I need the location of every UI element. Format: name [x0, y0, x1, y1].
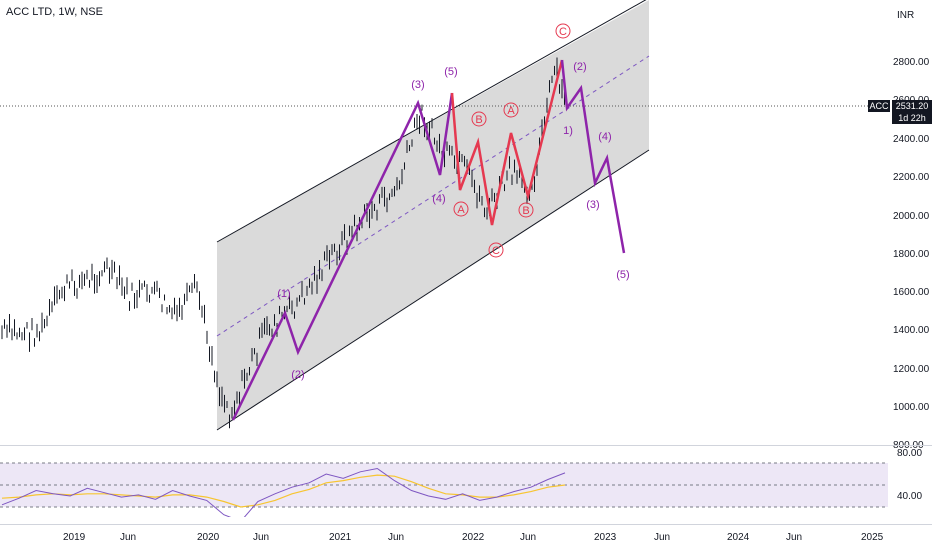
- time-axis-label: 2021: [329, 532, 352, 543]
- time-axis-label: Jun: [654, 532, 671, 543]
- wave-label: (3): [586, 199, 599, 211]
- bar-countdown-badge: 1d 22h: [892, 112, 932, 124]
- price-axis-label: 2000.00: [893, 211, 930, 222]
- time-axis-label: Jun: [520, 532, 537, 543]
- time-axis-label: Jun: [388, 532, 405, 543]
- wave-label: C: [559, 26, 567, 38]
- price-axis-label: 2800.00: [893, 57, 930, 68]
- regression-channel: [217, 0, 649, 430]
- wave-label: (5): [616, 269, 629, 281]
- rsi-axis-label: 40.00: [897, 491, 923, 502]
- wave-label: (5): [444, 66, 457, 78]
- wave-label: C: [492, 245, 500, 257]
- price-axis-label: 2400.00: [893, 134, 930, 145]
- price-axis-label: 2200.00: [893, 172, 930, 183]
- wave-label: (2): [291, 369, 304, 381]
- wave-label: (4): [432, 193, 445, 205]
- impulse-wave-path: [231, 92, 454, 421]
- time-axis-label: Jun: [120, 532, 137, 543]
- time-axis-label: 2019: [63, 532, 86, 543]
- time-axis-label: 2024: [727, 532, 750, 543]
- rsi-axis-label: 80.00: [897, 448, 923, 459]
- wave-label-circle: [453, 201, 469, 217]
- price-axis-label: 1000.00: [893, 402, 930, 413]
- price-axis-label: 1800.00: [893, 249, 930, 260]
- time-axis-label: 2020: [197, 532, 220, 543]
- wave-label-circle: [488, 242, 504, 258]
- rsi-line: [1, 467, 566, 517]
- wave-label: (4): [598, 131, 611, 143]
- correction-wave-path: [450, 59, 564, 226]
- wave-label-circle: [471, 111, 487, 127]
- rsi-ma-line: [1, 474, 566, 508]
- channel-midline: [216, 55, 650, 337]
- price-bars: [1, 57, 565, 429]
- wave-label-circle: [555, 23, 571, 39]
- wave-label: A: [457, 204, 465, 216]
- wave-label: A: [507, 105, 515, 117]
- wave-label: B: [475, 114, 482, 126]
- wave-label-circle: [503, 102, 519, 118]
- price-axis-label: 1400.00: [893, 325, 930, 336]
- wave-label: (2): [573, 61, 586, 73]
- chart-title: ACC LTD, 1W, NSE: [6, 6, 103, 18]
- price-chart: (1) (2) (3) (4) (5) A B C A B C 1) (2) (3) (4) (5): [0, 0, 888, 431]
- last-price-badge: 2531.20: [892, 100, 932, 112]
- wave-labels: (1) (2) (3) (4) (5) A B C A B C 1) (2) (3) (4) (5): [277, 23, 630, 381]
- wave-label: (3): [411, 79, 424, 91]
- pane-divider[interactable]: [0, 445, 932, 446]
- wave-label-circle: [518, 202, 534, 218]
- channel-upper-line: [216, 0, 647, 243]
- time-axis-label: 2022: [462, 532, 485, 543]
- wave-label: (1): [277, 288, 290, 300]
- time-axis-label: 2025: [861, 532, 884, 543]
- channel-lower-line: [216, 149, 650, 431]
- rsi-chart: [0, 462, 888, 517]
- currency-label: INR: [897, 10, 915, 21]
- wave-label: B: [522, 205, 529, 217]
- symbol-badge: ACC: [868, 100, 890, 112]
- time-axis-label: Jun: [786, 532, 803, 543]
- price-axis-label: 1600.00: [893, 287, 930, 298]
- time-axis-label: 2023: [594, 532, 617, 543]
- time-axis-line: [0, 524, 932, 525]
- price-axis-label: 1200.00: [893, 364, 930, 375]
- wave-label: 1): [563, 125, 573, 137]
- projected-wave-path: [560, 59, 626, 254]
- time-axis-label: Jun: [253, 532, 270, 543]
